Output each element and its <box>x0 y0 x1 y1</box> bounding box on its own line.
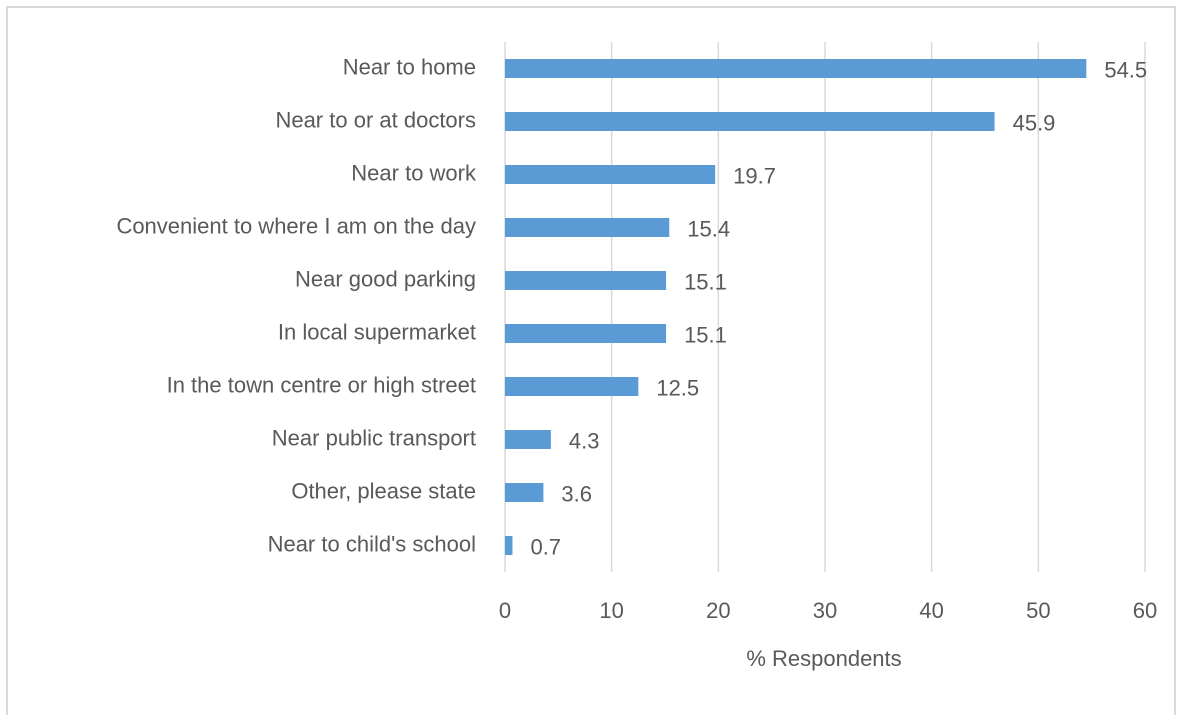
y-tick-label: Near to child's school <box>268 531 476 556</box>
bar <box>505 218 670 237</box>
x-axis-title: % Respondents <box>746 646 901 671</box>
x-tick-label: 0 <box>499 598 511 623</box>
bar <box>505 324 667 343</box>
bar <box>505 430 551 449</box>
y-tick-label: Near to work <box>351 160 477 185</box>
x-tick-label: 60 <box>1133 598 1157 623</box>
y-tick-label: In local supermarket <box>278 319 476 344</box>
y-tick-label: Other, please state <box>291 478 476 503</box>
data-label: 3.6 <box>561 481 592 506</box>
bar <box>505 165 716 184</box>
data-label: 15.1 <box>684 322 727 347</box>
x-tick-label: 30 <box>813 598 837 623</box>
x-tick-label: 50 <box>1026 598 1050 623</box>
bar <box>505 536 513 555</box>
data-label: 54.5 <box>1104 57 1147 82</box>
data-label: 45.9 <box>1013 110 1056 135</box>
data-label: 19.7 <box>733 163 776 188</box>
y-tick-label: Near public transport <box>272 425 476 450</box>
y-tick-label: Near to home <box>343 54 476 79</box>
x-tick-label: 40 <box>919 598 943 623</box>
bar <box>505 483 544 502</box>
data-label: 15.4 <box>687 216 730 241</box>
y-tick-label: Near to or at doctors <box>275 107 476 132</box>
data-label: 12.5 <box>656 375 699 400</box>
x-tick-label: 20 <box>706 598 730 623</box>
y-tick-label: Near good parking <box>295 266 476 291</box>
bar <box>505 271 667 290</box>
bar <box>505 377 639 396</box>
bar <box>505 59 1087 78</box>
x-tick-label: 10 <box>599 598 623 623</box>
data-label: 15.1 <box>684 269 727 294</box>
bar <box>505 112 995 131</box>
y-tick-label: Convenient to where I am on the day <box>116 213 476 238</box>
data-label: 4.3 <box>569 428 600 453</box>
data-label: 0.7 <box>530 534 561 559</box>
y-tick-label: In the town centre or high street <box>167 372 476 397</box>
